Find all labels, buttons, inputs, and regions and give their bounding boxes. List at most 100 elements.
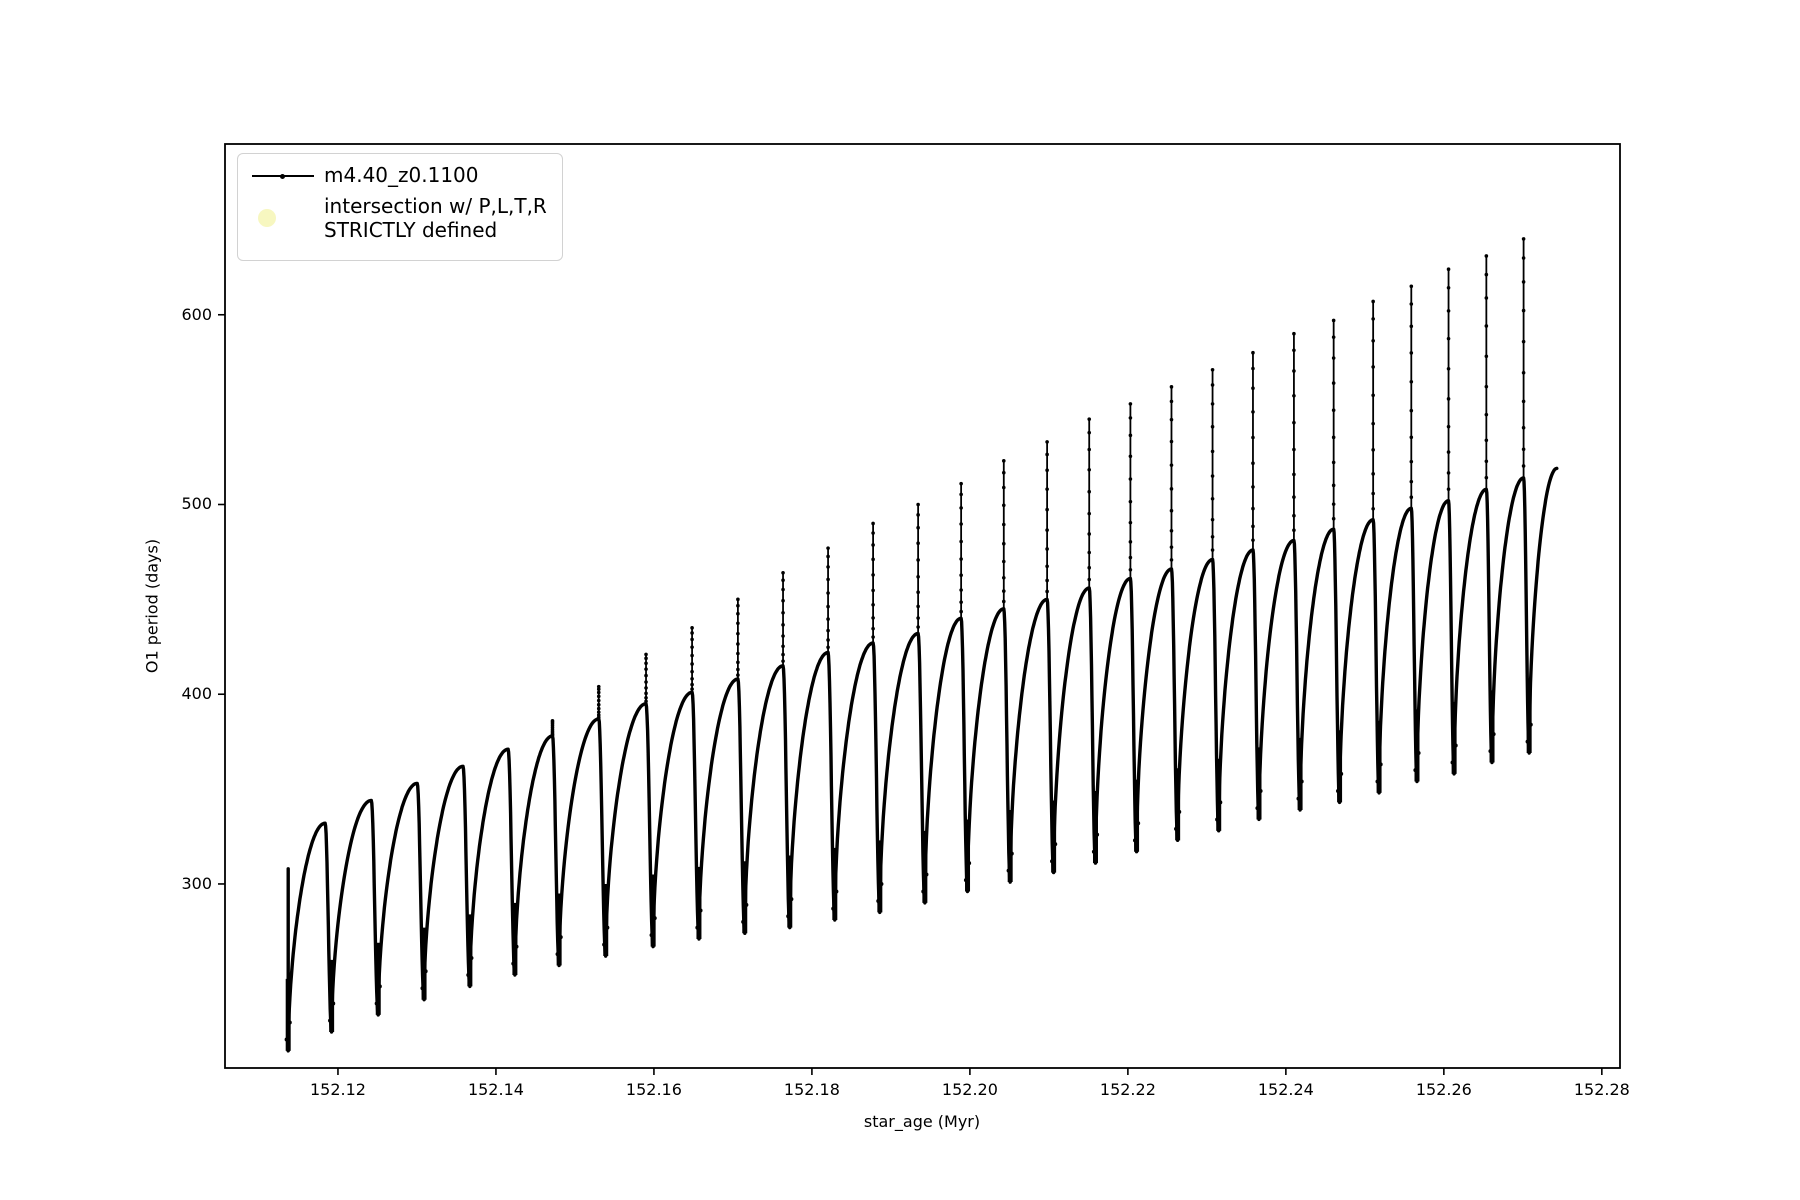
dip-scatter-dot: [605, 925, 610, 930]
legend: m4.40_z0.1100 intersection w/ P,L,T,R ST…: [237, 153, 563, 261]
dip-scatter-dot: [1416, 751, 1421, 756]
series-spike-dot: [1484, 324, 1489, 328]
dip-scatter-dot: [1174, 826, 1179, 831]
x-axis-label: star_age (Myr): [863, 1112, 981, 1131]
series-spike-dot: [916, 558, 920, 562]
series-spike-dot: [644, 667, 648, 671]
series-spike-dot: [916, 525, 920, 530]
series-spike-dot: [1210, 534, 1215, 539]
series-spike-dot: [1371, 472, 1375, 476]
series-spike-dot: [1371, 338, 1375, 343]
series-spike-dot: [1331, 381, 1336, 385]
dip-scatter-dot: [741, 919, 746, 924]
series-spike-dot: [1446, 366, 1451, 371]
series-spike-dot: [644, 686, 648, 690]
x-tick-label: 152.28: [1573, 1080, 1630, 1099]
series-spike-dot: [1446, 487, 1451, 491]
series-spike-dot: [1001, 485, 1006, 490]
series-spike-dot: [690, 662, 694, 666]
series-spike-dot: [959, 573, 963, 578]
x-tick-label: 152.20: [941, 1080, 998, 1099]
series-spike-dot: [871, 626, 875, 631]
dip-scatter-dot: [555, 952, 560, 957]
series-spike-dot: [736, 631, 740, 636]
series-spike-dot: [1087, 577, 1092, 582]
dip-scatter-dot: [652, 916, 657, 921]
series-spike-dot: [690, 645, 694, 649]
series-spike-dot: [1484, 475, 1489, 480]
series-spike-dot: [644, 673, 648, 678]
series-spike-dot: [781, 598, 785, 603]
series-spike-dot: [1169, 545, 1174, 549]
series-spike-dot: [1371, 393, 1375, 398]
series-spike-dot: [1128, 402, 1133, 406]
series-spike-dot: [1169, 439, 1174, 444]
dip-scatter-dot: [1050, 859, 1055, 864]
series-spike-dot: [1169, 463, 1174, 467]
dip-scatter-dot: [1095, 832, 1100, 837]
series-spike-dot: [871, 531, 875, 535]
series-spike-dot: [1371, 317, 1375, 321]
series-spike-dot: [1251, 366, 1255, 371]
dip-scatter-dot: [1375, 779, 1380, 784]
dip-scatter-dot: [1218, 800, 1223, 805]
x-tick-label: 152.16: [625, 1080, 682, 1099]
series-spike-dot: [644, 680, 648, 684]
series-spike-dot: [690, 669, 694, 674]
series-spike-dot: [781, 610, 785, 615]
dip-scatter-dot: [1339, 771, 1344, 776]
y-tick-label: 500: [181, 494, 212, 514]
dip-scatter-dot: [1132, 838, 1137, 843]
series-spike-dot: [736, 642, 740, 646]
series-spike-dot: [1521, 464, 1526, 468]
series-spike-dot: [1521, 425, 1526, 430]
series-spike-dot: [644, 695, 648, 700]
series-spike-dot: [916, 502, 920, 507]
series-spike-dot: [1371, 421, 1375, 426]
series-spike-dot: [1251, 506, 1255, 511]
series-spike-dot: [1292, 495, 1296, 499]
series-spike-dot: [1001, 599, 1006, 604]
y-axis-label: O1 period (days): [142, 538, 162, 674]
series-spike-dot: [1001, 470, 1006, 475]
series-spike-dot: [1210, 367, 1215, 372]
dip-scatter-dot: [374, 1001, 379, 1006]
series-spike-dot: [1087, 430, 1092, 435]
dip-scatter-dot: [1296, 796, 1301, 801]
series-spike-dot: [959, 539, 963, 544]
series-line: [286, 466, 1559, 1053]
series-spike-dot: [1087, 565, 1092, 570]
series-spike-dot: [644, 656, 648, 661]
series-spike-dot: [1210, 548, 1215, 552]
series-spike-dot: [1446, 267, 1451, 272]
series-spike-dot: [644, 661, 648, 666]
series-spike-dot: [826, 577, 830, 582]
series-spike-dot: [959, 557, 963, 561]
series-spike-dot: [916, 590, 920, 595]
series-spike-dot: [1128, 499, 1133, 504]
series-spike-dot: [1446, 471, 1451, 475]
dip-scatter-dot: [1258, 788, 1263, 793]
series-spike-dot: [781, 659, 785, 663]
series-spike-dot: [736, 660, 740, 665]
series-spike-dot: [1521, 256, 1526, 260]
dip-scatter-dot: [331, 1001, 336, 1006]
series-spike-dot: [1331, 483, 1336, 488]
series-spike-dot: [690, 631, 694, 635]
dip-scatter-dot: [1450, 760, 1455, 765]
series-spike-dot: [959, 506, 963, 510]
series-spike-dot: [736, 651, 740, 656]
series-spike-dot: [781, 570, 785, 575]
series-spike-dot: [1169, 528, 1174, 533]
series-spike-dot: [871, 573, 875, 577]
series-spike-dot: [1045, 528, 1049, 532]
series-spike-dot: [1128, 520, 1133, 525]
legend-circle-marker: [258, 209, 276, 227]
dip-scatter-dot: [831, 906, 836, 911]
dip-scatter-dot: [1299, 779, 1304, 784]
dip-scatter-dot: [1136, 821, 1141, 826]
series-spike-dot: [826, 604, 830, 609]
dip-scatter-dot: [284, 1037, 289, 1042]
series-spike-dot: [1001, 522, 1006, 527]
